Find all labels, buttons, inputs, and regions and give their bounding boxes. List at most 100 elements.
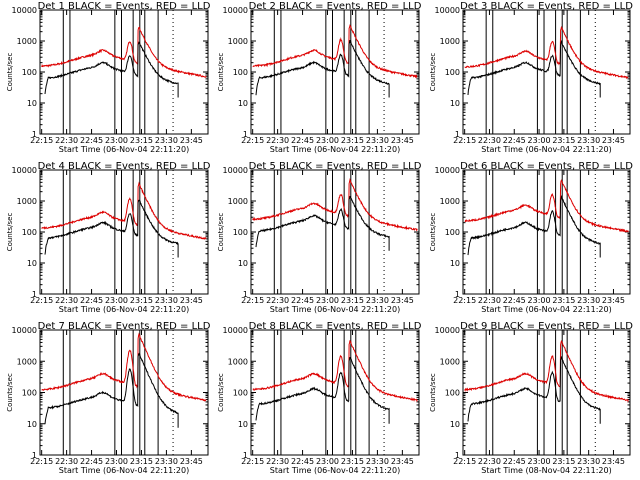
x-tick-label: 22:45 [80, 296, 103, 305]
y-tick-label: 10 [238, 99, 248, 108]
x-tick-label: 23:00 [316, 457, 339, 466]
y-tick-label: 10 [27, 99, 37, 108]
panel-det-8: Det 8 BLACK = Events, RED = LLD 1 10 100 100… [217, 321, 422, 475]
panel-title: Det 8 BLACK = Events, RED = LLD [249, 321, 422, 332]
panel-det-4: Det 4 BLACK = Events, RED = LLD 1 10 100 100… [6, 161, 211, 314]
x-axis-label: Start Time (08-Nov-04 22:11:20) [481, 466, 611, 475]
series-events-line [467, 195, 601, 258]
y-axis-label: Counts/sec [429, 213, 437, 252]
x-tick-label: 22:45 [80, 136, 103, 145]
y-tick-label: 1 [455, 130, 460, 139]
series-events-line [255, 195, 390, 251]
x-tick-label: 22:30 [55, 296, 78, 305]
x-tick-label: 23:15 [552, 457, 575, 466]
x-tick-label: 23:30 [155, 136, 178, 145]
x-tick-label: 23:00 [528, 136, 551, 145]
series-lld-line [464, 179, 629, 233]
x-tick-label: 22:30 [55, 457, 78, 466]
series-events-line [255, 356, 390, 424]
y-tick-label: 1000 [17, 197, 37, 206]
y-tick-label: 10000 [223, 326, 248, 335]
y-tick-label: 10 [238, 420, 248, 429]
x-axis-label: Start Time (06-Nov-04 22:11:20) [481, 145, 611, 154]
plot-frame [250, 169, 420, 295]
x-tick-label: 22:30 [266, 457, 289, 466]
x-tick-label: 22:45 [503, 136, 526, 145]
y-tick-label: 1000 [228, 197, 248, 206]
y-tick-label: 1000 [228, 37, 248, 46]
x-axis-label: Start Time (06-Nov-04 22:11:20) [270, 305, 400, 314]
x-tick-label: 22:15 [241, 457, 264, 466]
x-tick-label: 23:15 [130, 457, 153, 466]
x-tick-label: 23:45 [391, 136, 414, 145]
y-tick-label: 100 [445, 389, 460, 398]
x-tick-label: 23:45 [391, 296, 414, 305]
series-events-line [467, 39, 601, 98]
x-axis-label: Start Time (06-Nov-04 22:11:20) [59, 145, 189, 154]
panel-det-1: Det 1 BLACK = Events, RED = LLD 1 10 100 100… [6, 1, 211, 154]
x-tick-label: 22:45 [503, 457, 526, 466]
y-tick-label: 100 [22, 68, 37, 77]
panel-title: Det 7 BLACK = Events, RED = LLD [38, 321, 211, 332]
panel-title: Det 5 BLACK = Events, RED = LLD [249, 161, 422, 172]
y-tick-label: 10000 [435, 166, 460, 175]
x-tick-label: 23:30 [366, 296, 389, 305]
plot-frame [462, 169, 631, 295]
x-tick-label: 22:15 [453, 457, 476, 466]
y-tick-label: 1 [32, 451, 37, 460]
plot-frame [462, 329, 631, 456]
x-tick-label: 22:15 [241, 296, 264, 305]
y-tick-label: 100 [233, 228, 248, 237]
y-tick-label: 10 [450, 99, 460, 108]
series-events-line [44, 41, 179, 98]
series-lld-line [41, 332, 207, 402]
x-axis-label: Start Time (06-Nov-04 22:11:20) [270, 145, 400, 154]
x-tick-label: 23:00 [316, 136, 339, 145]
x-tick-label: 23:00 [528, 457, 551, 466]
x-tick-label: 23:30 [155, 457, 178, 466]
y-tick-label: 10000 [12, 166, 37, 175]
y-tick-label: 100 [233, 389, 248, 398]
y-tick-label: 10 [27, 259, 37, 268]
panel-title: Det 1 BLACK = Events, RED = LLD [38, 1, 211, 12]
plot-frame [250, 329, 420, 456]
y-tick-label: 1000 [17, 357, 37, 366]
y-tick-label: 100 [233, 68, 248, 77]
x-tick-label: 22:15 [241, 136, 264, 145]
x-tick-label: 23:30 [577, 296, 600, 305]
x-tick-label: 22:45 [291, 296, 314, 305]
x-tick-label: 22:30 [478, 136, 501, 145]
series-lld-line [252, 178, 418, 232]
series-events-line [255, 39, 390, 98]
y-tick-label: 1 [455, 451, 460, 460]
x-tick-label: 22:15 [30, 296, 53, 305]
x-tick-label: 23:30 [155, 296, 178, 305]
series-lld-line [252, 24, 418, 79]
x-tick-label: 22:15 [453, 296, 476, 305]
y-tick-label: 1 [243, 130, 248, 139]
x-tick-label: 22:45 [503, 296, 526, 305]
series-events-line [44, 199, 179, 258]
y-axis-label: Counts/sec [6, 373, 14, 412]
x-axis-label: Start Time (06-Nov-04 22:11:20) [481, 305, 611, 314]
x-tick-label: 23:15 [341, 136, 364, 145]
x-tick-label: 23:45 [602, 136, 625, 145]
panel-det-3: Det 3 BLACK = Events, RED = LLD 1 10 100 100… [429, 1, 633, 154]
y-tick-label: 1000 [228, 357, 248, 366]
x-tick-label: 23:30 [366, 136, 389, 145]
y-axis-label: Counts/sec [6, 213, 14, 252]
plot-frame [39, 329, 209, 456]
y-axis-label: Counts/sec [217, 53, 225, 92]
y-tick-label: 10000 [12, 6, 37, 15]
x-tick-label: 23:15 [552, 296, 575, 305]
x-tick-label: 22:30 [478, 457, 501, 466]
y-tick-label: 10000 [435, 6, 460, 15]
y-tick-label: 10000 [223, 166, 248, 175]
x-tick-label: 22:30 [478, 296, 501, 305]
y-tick-label: 1 [243, 451, 248, 460]
series-lld-line [41, 26, 207, 78]
x-tick-label: 23:00 [316, 296, 339, 305]
x-tick-label: 22:45 [80, 457, 103, 466]
y-tick-label: 1 [243, 290, 248, 299]
